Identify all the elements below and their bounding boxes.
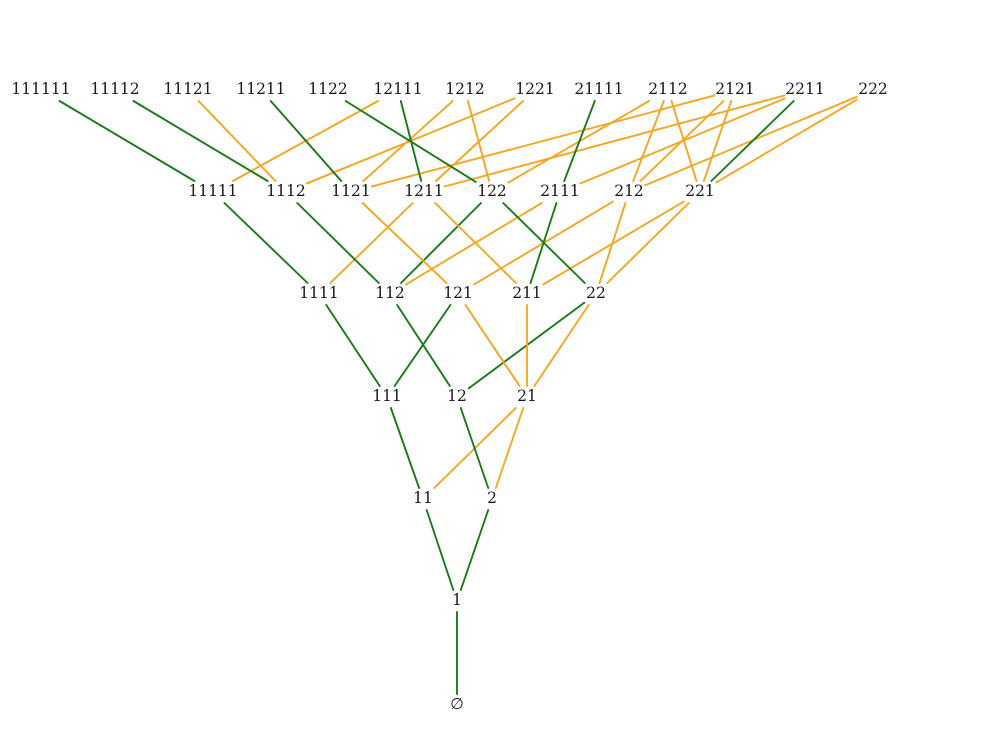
lattice-edge [197, 100, 277, 182]
lattice-edge [598, 202, 627, 284]
lattice-node-12111: 12111 [373, 80, 422, 98]
lattice-edge [464, 304, 521, 387]
lattice-edge [459, 407, 490, 489]
lattice-node-11111: 11111 [188, 182, 237, 200]
lattice-node-222: 222 [858, 80, 888, 98]
lattice-edge [361, 202, 448, 284]
lattice-node-11: 11 [413, 489, 433, 507]
lattice-node-2111: 2111 [540, 182, 579, 200]
lattice-edge [563, 100, 596, 182]
lattice-node-1112: 1112 [266, 182, 305, 200]
lattice-edge [132, 100, 269, 182]
lattice-edge [632, 100, 665, 182]
lattice-edge [344, 100, 477, 183]
lattice-edge [425, 509, 455, 591]
lattice-edge [269, 100, 343, 182]
lattice-edge [459, 509, 490, 591]
lattice-node-1121: 1121 [331, 182, 370, 200]
lattice-node-11211: 11211 [236, 80, 285, 98]
lattice-node-1122: 1122 [308, 80, 347, 98]
lattice-edge [533, 304, 590, 387]
lattice-node-empty: ∅ [450, 695, 464, 713]
lattice-edge [710, 100, 795, 182]
lattice-edge [606, 202, 690, 284]
lattice-edge [325, 304, 381, 387]
lattice-edge [466, 100, 491, 182]
lattice-edge [396, 304, 451, 387]
lattice-node-11112: 11112 [90, 80, 139, 98]
lattice-edge [405, 202, 543, 286]
lattice-edge [223, 202, 309, 284]
lattice-node-21111: 21111 [574, 80, 623, 98]
lattice-edge [435, 100, 524, 182]
lattice-edge [296, 202, 380, 284]
lattice-edge [370, 94, 716, 188]
lattice-node-111111: 111111 [11, 80, 70, 98]
lattice-edge [434, 202, 517, 284]
lattice-node-1212: 1212 [445, 80, 484, 98]
lattice-edge [639, 100, 725, 182]
lattice-node-22: 22 [586, 284, 606, 302]
lattice-node-1211: 1211 [404, 182, 443, 200]
lattice-node-2121: 2121 [715, 80, 754, 98]
lattice-node-1111: 1111 [299, 284, 338, 302]
lattice-edge [715, 98, 858, 184]
edge-layer [58, 94, 858, 695]
lattice-node-1221: 1221 [515, 80, 554, 98]
lattice-edge [502, 202, 586, 284]
lattice-node-1: 1 [452, 591, 462, 609]
lattice-node-21: 21 [517, 387, 537, 405]
lattice-edge [329, 202, 414, 284]
lattice-node-2112: 2112 [648, 80, 687, 98]
lattice-edge [58, 100, 196, 182]
lattice-node-221: 221 [685, 182, 715, 200]
lattice-node-2: 2 [487, 489, 497, 507]
lattice-node-11121: 11121 [163, 80, 212, 98]
lattice-node-121: 121 [443, 284, 473, 302]
lattice-node-12: 12 [447, 387, 467, 405]
lattice-node-111: 111 [372, 387, 402, 405]
lattice-node-211: 211 [512, 284, 542, 302]
lattice-node-122: 122 [477, 182, 507, 200]
lattice-edge [702, 100, 733, 182]
lattice-edge [362, 100, 454, 182]
lattice-edge [389, 407, 421, 489]
node-layer: 111111 11112 11121 11211 1122 12111 1212 1221 21… [11, 80, 887, 713]
lattice-edge [670, 100, 698, 182]
lattice-node-2211: 2211 [785, 80, 824, 98]
lattice-edge [644, 95, 858, 187]
lattice-node-212: 212 [614, 182, 644, 200]
lattice-edge [542, 200, 685, 286]
lattice-edge [494, 407, 525, 489]
lattice-node-112: 112 [375, 284, 405, 302]
lattice-edge [400, 202, 482, 284]
